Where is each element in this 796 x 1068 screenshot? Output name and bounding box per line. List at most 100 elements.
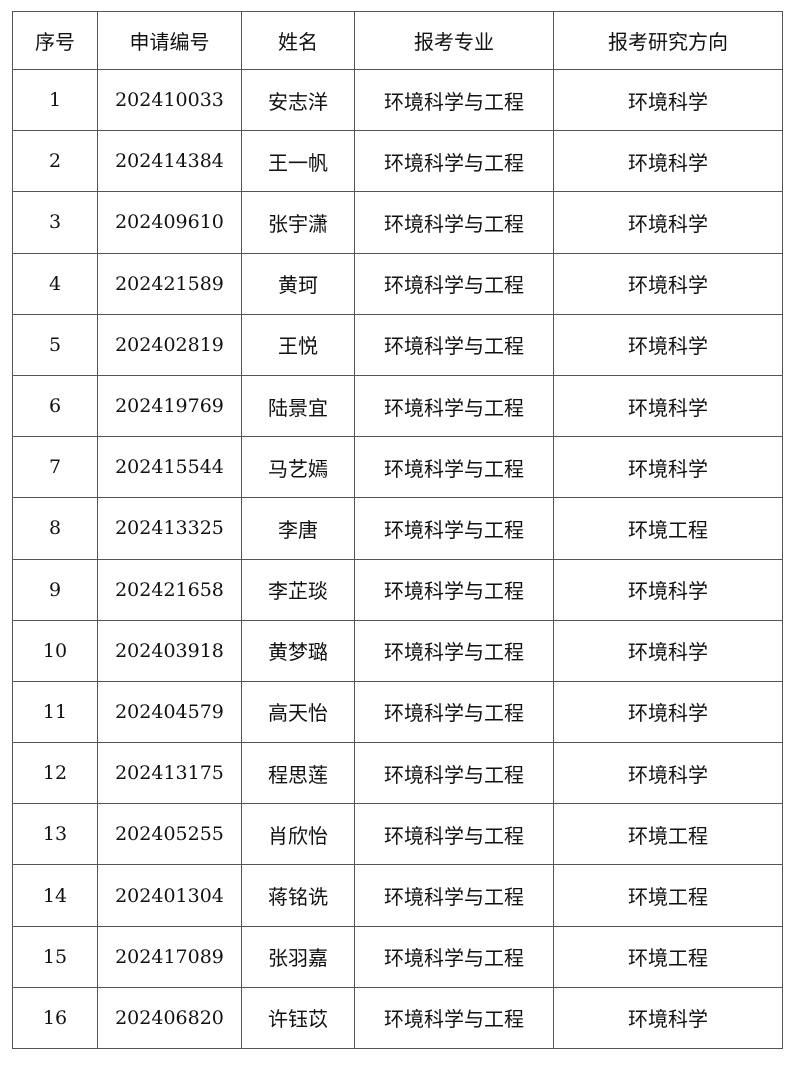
cell-name: 李芷琰	[241, 558, 355, 621]
cell-major: 环境科学与工程	[354, 558, 554, 621]
cell-name: 马艺嫣	[241, 436, 355, 499]
cell-index: 9	[12, 558, 98, 621]
table-row: 12 202413175 程思莲 环境科学与工程 环境科学	[12, 742, 783, 805]
cell-name: 王一帆	[241, 130, 355, 193]
header-index: 序号	[12, 11, 98, 70]
cell-major: 环境科学与工程	[354, 191, 554, 254]
cell-application-no: 202421589	[97, 252, 242, 315]
cell-application-no: 202406820	[97, 986, 242, 1050]
cell-research-direction: 环境科学	[553, 558, 783, 621]
cell-major: 环境科学与工程	[354, 925, 554, 988]
header-name: 姓名	[241, 11, 355, 70]
cell-major: 环境科学与工程	[354, 130, 554, 193]
table-row: 14 202401304 蒋铭诜 环境科学与工程 环境工程	[12, 864, 783, 927]
cell-name: 许钰苡	[241, 986, 355, 1050]
cell-index: 1	[12, 68, 98, 132]
cell-major: 环境科学与工程	[354, 864, 554, 927]
table-row: 2 202414384 王一帆 环境科学与工程 环境科学	[12, 130, 783, 193]
cell-major: 环境科学与工程	[354, 313, 554, 376]
cell-application-no: 202409610	[97, 191, 242, 254]
cell-application-no: 202410033	[97, 68, 242, 132]
cell-major: 环境科学与工程	[354, 619, 554, 682]
cell-index: 12	[12, 742, 98, 805]
cell-name: 肖欣怡	[241, 803, 355, 866]
cell-name: 李唐	[241, 497, 355, 560]
header-research-direction: 报考研究方向	[553, 11, 783, 70]
cell-research-direction: 环境科学	[553, 252, 783, 315]
cell-research-direction: 环境科学	[553, 742, 783, 805]
cell-application-no: 202401304	[97, 864, 242, 927]
cell-major: 环境科学与工程	[354, 986, 554, 1050]
cell-application-no: 202415544	[97, 436, 242, 499]
cell-index: 16	[12, 986, 98, 1050]
cell-major: 环境科学与工程	[354, 68, 554, 132]
header-major: 报考专业	[354, 11, 554, 70]
cell-research-direction: 环境科学	[553, 130, 783, 193]
applicant-table: 序号 申请编号 姓名 报考专业 报考研究方向 1 202410033 安志洋 环境科学…	[12, 11, 783, 1050]
cell-major: 环境科学与工程	[354, 252, 554, 315]
table-row: 13 202405255 肖欣怡 环境科学与工程 环境工程	[12, 803, 783, 866]
cell-research-direction: 环境工程	[553, 925, 783, 988]
cell-name: 王悦	[241, 313, 355, 376]
cell-index: 5	[12, 313, 98, 376]
cell-name: 蒋铭诜	[241, 864, 355, 927]
cell-major: 环境科学与工程	[354, 497, 554, 560]
cell-major: 环境科学与工程	[354, 742, 554, 805]
table-row: 1 202410033 安志洋 环境科学与工程 环境科学	[12, 68, 783, 132]
cell-major: 环境科学与工程	[354, 436, 554, 499]
cell-application-no: 202421658	[97, 558, 242, 621]
cell-research-direction: 环境工程	[553, 803, 783, 866]
table-row: 5 202402819 王悦 环境科学与工程 环境科学	[12, 313, 783, 376]
cell-application-no: 202402819	[97, 313, 242, 376]
header-row: 序号 申请编号 姓名 报考专业 报考研究方向	[12, 11, 783, 70]
cell-index: 15	[12, 925, 98, 988]
cell-name: 黄珂	[241, 252, 355, 315]
cell-application-no: 202403918	[97, 619, 242, 682]
cell-research-direction: 环境科学	[553, 436, 783, 499]
cell-name: 程思莲	[241, 742, 355, 805]
cell-name: 黄梦璐	[241, 619, 355, 682]
cell-research-direction: 环境科学	[553, 68, 783, 132]
cell-major: 环境科学与工程	[354, 803, 554, 866]
table-row: 9 202421658 李芷琰 环境科学与工程 环境科学	[12, 558, 783, 621]
cell-major: 环境科学与工程	[354, 680, 554, 744]
cell-research-direction: 环境科学	[553, 191, 783, 254]
cell-index: 10	[12, 619, 98, 682]
cell-name: 张羽嘉	[241, 925, 355, 988]
cell-index: 11	[12, 680, 98, 744]
table-row: 8 202413325 李唐 环境科学与工程 环境工程	[12, 497, 783, 560]
cell-application-no: 202414384	[97, 130, 242, 193]
cell-application-no: 202405255	[97, 803, 242, 866]
cell-application-no: 202419769	[97, 374, 242, 438]
cell-research-direction: 环境工程	[553, 864, 783, 927]
table-row: 7 202415544 马艺嫣 环境科学与工程 环境科学	[12, 436, 783, 499]
cell-research-direction: 环境科学	[553, 374, 783, 438]
cell-index: 2	[12, 130, 98, 193]
cell-application-no: 202413325	[97, 497, 242, 560]
table-row: 15 202417089 张羽嘉 环境科学与工程 环境工程	[12, 925, 783, 988]
table-row: 6 202419769 陆景宜 环境科学与工程 环境科学	[12, 374, 783, 438]
cell-name: 安志洋	[241, 68, 355, 132]
cell-research-direction: 环境科学	[553, 986, 783, 1050]
table-row: 16 202406820 许钰苡 环境科学与工程 环境科学	[12, 986, 783, 1050]
cell-major: 环境科学与工程	[354, 374, 554, 438]
cell-index: 3	[12, 191, 98, 254]
cell-research-direction: 环境工程	[553, 497, 783, 560]
cell-index: 4	[12, 252, 98, 315]
cell-index: 8	[12, 497, 98, 560]
cell-index: 7	[12, 436, 98, 499]
cell-name: 陆景宜	[241, 374, 355, 438]
cell-name: 张宇潇	[241, 191, 355, 254]
cell-application-no: 202413175	[97, 742, 242, 805]
table-row: 4 202421589 黄珂 环境科学与工程 环境科学	[12, 252, 783, 315]
table-row: 10 202403918 黄梦璐 环境科学与工程 环境科学	[12, 619, 783, 682]
cell-index: 6	[12, 374, 98, 438]
cell-research-direction: 环境科学	[553, 619, 783, 682]
cell-index: 14	[12, 864, 98, 927]
header-application-no: 申请编号	[97, 11, 242, 70]
cell-research-direction: 环境科学	[553, 680, 783, 744]
table-row: 11 202404579 高天怡 环境科学与工程 环境科学	[12, 680, 783, 744]
cell-index: 13	[12, 803, 98, 866]
cell-research-direction: 环境科学	[553, 313, 783, 376]
cell-name: 高天怡	[241, 680, 355, 744]
